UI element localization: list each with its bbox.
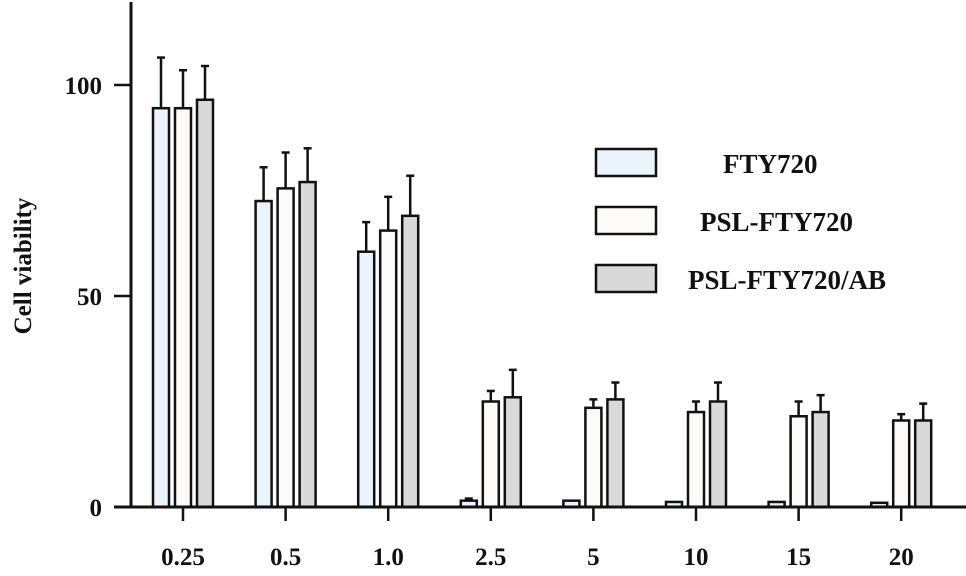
legend-item: PSL-FTY720 [594,205,853,237]
bar [151,106,171,509]
y-tick-label: 100 [65,73,103,100]
bar-group [356,174,420,509]
bar [811,410,830,509]
bar [378,229,398,509]
legend: FTY720 PSL-FTY720 PSL-FTY720/AB [594,147,886,295]
legend-label: PSL-FTY720 [700,207,853,237]
legend-item: FTY720 [594,147,818,179]
bar [254,199,273,509]
bar [891,419,911,509]
bar-group [151,56,215,509]
x-tick-label: 0.5 [270,544,301,571]
x-tick-label: 20 [889,544,914,571]
y-tick-label: 0 [90,495,103,522]
bar [400,214,420,509]
x-tick-label: 2.5 [475,544,506,571]
bar [913,419,933,509]
bar-group [869,402,933,509]
legend-swatch [594,147,658,178]
bar-group [767,393,830,509]
bar-group [459,368,523,509]
legend-swatch [594,263,658,294]
y-ticks: 0 50 100 [65,73,131,522]
legend-label: PSL-FTY720/AB [688,265,886,295]
bar [298,180,317,509]
x-tick-label: 1.0 [373,544,404,571]
legend-item: PSL-FTY720/AB [594,263,886,295]
bar [503,396,523,509]
y-axis-label: Cell viability [10,197,37,334]
bar [789,415,808,509]
bar [276,187,295,509]
legend-label: FTY720 [723,149,818,179]
bar [584,406,603,509]
y-tick-label: 50 [77,284,102,311]
bar-group [664,381,728,509]
axes [114,2,966,509]
bar [708,400,728,509]
bar [606,398,625,509]
bar-group [254,147,317,509]
x-ticks: 0.25 0.5 1.0 2.5 5 10 15 20 [161,507,914,571]
bar [195,98,215,509]
bar [173,106,193,509]
x-tick-label: 10 [684,544,709,571]
bar-group [562,381,625,509]
x-tick-label: 5 [587,544,600,571]
x-tick-label: 15 [786,544,811,571]
bar [481,400,501,509]
bar [686,410,706,509]
legend-swatch [594,205,658,236]
bar [356,250,376,509]
x-tick-label: 0.25 [161,544,205,571]
